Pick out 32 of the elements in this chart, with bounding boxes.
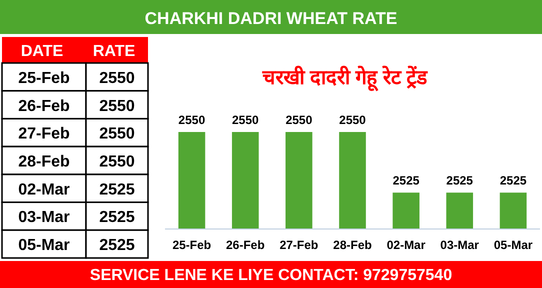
category-label: 25-Feb xyxy=(18,70,70,87)
category-label: 03-Mar xyxy=(18,209,70,226)
data-label: 2525 xyxy=(392,174,420,188)
category-label: 27-Feb xyxy=(18,126,70,143)
text: 2525 xyxy=(99,181,135,198)
data-label: 2550 xyxy=(178,113,206,127)
text: RATE xyxy=(92,43,136,60)
text: 2550 xyxy=(99,98,135,115)
data-label: 2550 xyxy=(232,113,260,127)
chart-subtitle: चरखी दादरी गेहू रेट ट्रेंड xyxy=(261,65,429,92)
x-tick-label: 05-Mar xyxy=(494,238,533,252)
text: 2550 xyxy=(99,70,135,87)
x-tick-label: 02-Mar xyxy=(386,238,426,252)
text: 2525 xyxy=(99,209,135,226)
x-tick-label: 26-Feb xyxy=(226,238,265,252)
data-label: 2550 xyxy=(339,113,366,127)
text: 2550 xyxy=(99,154,135,170)
data-label: 2550 xyxy=(286,113,313,127)
text: 2550 xyxy=(99,126,135,143)
x-tick-label: 27-Feb xyxy=(280,238,318,252)
x-tick-label: 28-Feb xyxy=(333,238,372,252)
data-label: 2525 xyxy=(500,174,527,188)
category-label: 02-Mar xyxy=(18,181,70,198)
text: DATE xyxy=(20,43,64,60)
chart-title: CHARKHI DADRI WHEAT RATE xyxy=(144,9,398,28)
text: SERVICE LENE KE LIYE CONTACT: 9729757540 xyxy=(90,267,452,284)
x-tick-label: 25-Feb xyxy=(172,238,212,252)
category-label: 26-Feb xyxy=(18,98,70,115)
x-tick-label: 03-Mar xyxy=(440,238,480,252)
text: 2525 xyxy=(99,237,135,254)
category-label: 28-Feb xyxy=(18,154,70,170)
data-label: 2525 xyxy=(446,174,474,188)
